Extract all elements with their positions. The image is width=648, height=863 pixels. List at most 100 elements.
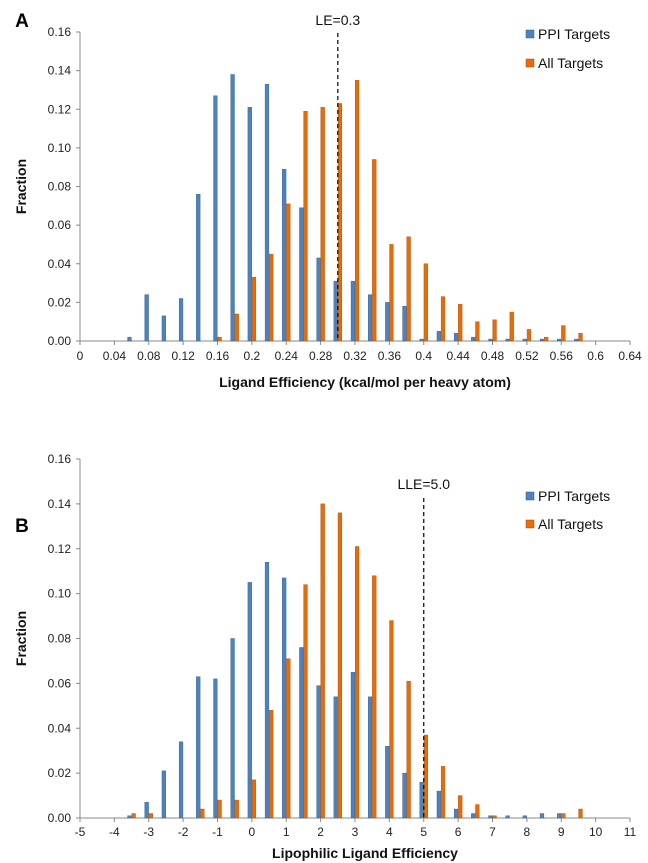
bar-ppi [368, 696, 373, 819]
series-ppi-targets [127, 74, 579, 342]
x-tick-label: 0.44 [446, 349, 470, 363]
bar-ppi [471, 336, 476, 342]
x-tick-label: 0.16 [206, 349, 230, 363]
y-tick-label: 0.12 [48, 102, 72, 116]
bar-all [492, 815, 497, 819]
x-tick-label: 10 [589, 825, 603, 839]
y-tick-label: 0.00 [48, 811, 72, 825]
bar-all [423, 263, 428, 342]
x-tick-label: 0.6 [587, 349, 604, 363]
bar-all [234, 313, 239, 342]
series-all-targets [131, 503, 583, 819]
x-tick-label: 0 [77, 349, 84, 363]
bar-all [372, 159, 377, 342]
legend: PPI Targets All Targets [525, 488, 610, 532]
y-tick-label: 0.02 [48, 766, 72, 780]
bar-all [354, 546, 360, 819]
bar-ppi [453, 808, 459, 819]
bar-all [561, 325, 566, 342]
bar-ppi [453, 333, 459, 342]
bar-ppi [350, 280, 356, 342]
bar-all [320, 503, 325, 819]
bar-ppi [402, 306, 407, 342]
y-tick-label: 0.14 [48, 497, 72, 511]
x-tick-label: 0.64 [618, 349, 642, 363]
series-ppi-targets [127, 562, 562, 819]
bar-all [561, 813, 566, 819]
bar-all [337, 103, 342, 342]
bar-all [440, 766, 446, 819]
bar-all [440, 296, 446, 342]
bar-all [337, 512, 342, 819]
reference-line-label: LE=0.3 [315, 12, 360, 28]
x-tick-label: 9 [558, 825, 565, 839]
bar-ppi [230, 74, 235, 342]
y-tick-label: 0.06 [48, 676, 72, 690]
x-tick-label: 11 [624, 825, 637, 839]
bar-all [286, 658, 291, 819]
bar-ppi [368, 294, 373, 342]
chart-panel-a: A 0.00 0.02 0.04 0.06 0.08 0.10 0.12 0.14 0.16 0 0.… [13, 11, 642, 390]
bar-ppi [127, 815, 132, 819]
bar-ppi [419, 781, 424, 819]
y-tick-label: 0.06 [48, 218, 72, 232]
bar-ppi [127, 336, 132, 342]
bar-all [354, 80, 360, 342]
bar-all [544, 336, 549, 342]
legend-label-all: All Targets [538, 516, 603, 532]
x-tick-label: 7 [489, 825, 496, 839]
bar-all [131, 813, 136, 819]
bar-ppi [471, 813, 476, 819]
y-tick-label: 0.16 [48, 452, 72, 466]
x-tick-label: 0.2 [244, 349, 261, 363]
x-axis-title: Lipophilic Ligand Efficiency [272, 845, 458, 861]
legend-swatch-ppi [525, 491, 535, 501]
y-tick-label: 0.04 [48, 721, 72, 735]
bar-ppi [196, 194, 201, 342]
bar-all [286, 203, 291, 342]
bar-ppi [178, 741, 184, 819]
bar-ppi [299, 207, 304, 342]
bar-ppi [144, 802, 149, 819]
y-axis-title: Fraction [13, 611, 29, 666]
bar-ppi [247, 582, 252, 819]
bar-ppi [522, 338, 527, 342]
x-tick-label: 3 [352, 825, 359, 839]
bar-ppi [385, 746, 390, 819]
legend-label-all: All Targets [538, 55, 603, 71]
bar-ppi [402, 772, 407, 819]
bar-all [320, 107, 325, 342]
x-axis-title: Ligand Efficiency (kcal/mol per heavy at… [219, 374, 511, 390]
bar-all [148, 813, 153, 819]
bar-ppi [385, 302, 390, 342]
bar-all [389, 244, 394, 342]
x-tick-label: 5 [420, 825, 427, 839]
legend-swatch-all [525, 519, 535, 529]
bar-ppi [316, 257, 321, 342]
bar-ppi [419, 338, 424, 342]
bar-all [251, 779, 257, 819]
bar-ppi [196, 676, 201, 819]
x-tick-label: 0.08 [137, 349, 161, 363]
x-tick-label: 0.04 [103, 349, 127, 363]
y-tick-label: 0.14 [48, 64, 72, 78]
bar-ppi [574, 338, 579, 342]
bar-all [389, 620, 394, 819]
bar-all [303, 110, 308, 342]
x-tick-label: -5 [75, 825, 86, 839]
bar-ppi [213, 95, 218, 342]
y-tick-label: 0.08 [48, 632, 72, 646]
bar-ppi [557, 338, 562, 342]
bar-all [217, 336, 222, 342]
x-tick-label: -4 [109, 825, 120, 839]
bar-ppi [282, 168, 287, 342]
x-tick-label: 2 [317, 825, 324, 839]
bar-all [234, 799, 239, 819]
bar-all [200, 808, 205, 819]
y-tick-label: 0.04 [48, 257, 72, 271]
reference-line-label: LLE=5.0 [397, 476, 450, 492]
bar-ppi [264, 83, 270, 342]
bar-ppi [161, 770, 166, 819]
bar-ppi [247, 107, 252, 342]
